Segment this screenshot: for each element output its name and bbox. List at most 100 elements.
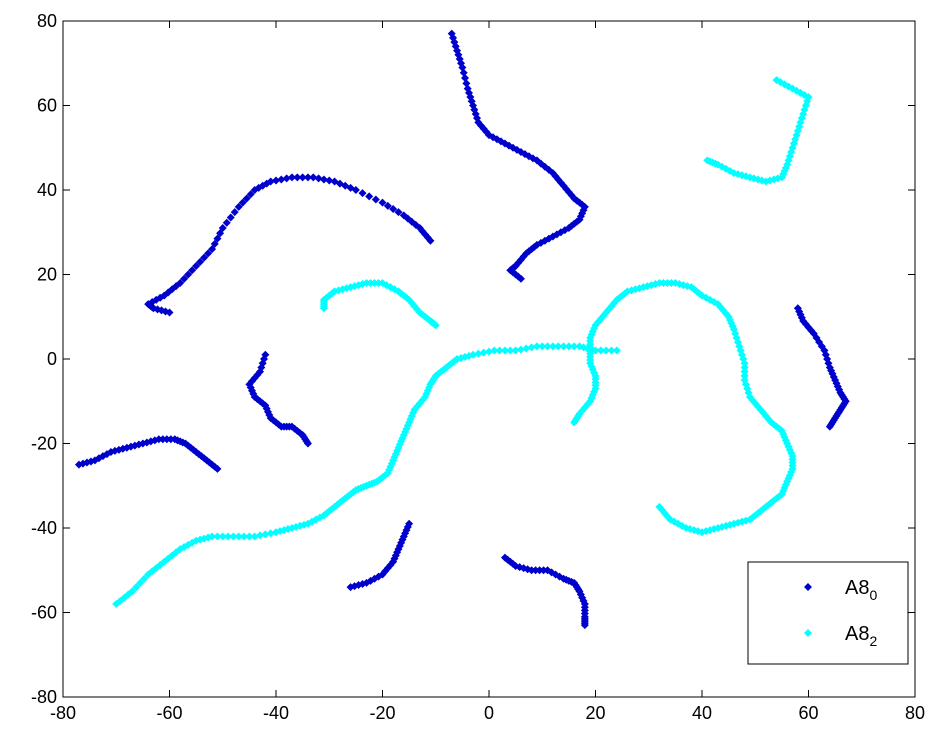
data-point (184, 270, 193, 279)
data-point (213, 532, 222, 541)
data-point (208, 245, 217, 254)
data-point (224, 532, 233, 541)
data-point (192, 262, 201, 271)
data-point (703, 156, 712, 165)
data-point (218, 532, 227, 541)
plot-area (74, 29, 850, 630)
data-point (554, 342, 563, 351)
data-point (602, 346, 611, 355)
data-point (240, 532, 249, 541)
series-0-curve-6 (793, 304, 850, 431)
series-1-curve-2 (112, 342, 621, 609)
data-point (287, 173, 296, 182)
series-0-curve-0 (144, 173, 435, 317)
data-point (485, 347, 493, 356)
y-tick-label: 40 (37, 180, 57, 200)
y-tick-label: 20 (37, 265, 57, 285)
data-point (136, 578, 145, 587)
legend-label-a8-0-subscript: 0 (869, 587, 877, 603)
data-point (516, 274, 525, 283)
data-point (222, 218, 231, 227)
y-tick-label: -20 (31, 434, 57, 454)
data-point (825, 422, 834, 431)
data-point (204, 249, 213, 258)
data-point (612, 346, 621, 355)
data-point (293, 173, 302, 182)
legend-label-a8-2: A82 (845, 623, 877, 649)
data-point (378, 198, 387, 207)
data-point (522, 344, 531, 353)
series-1-curve-1 (319, 278, 440, 330)
data-point (477, 121, 486, 130)
data-point (234, 202, 243, 211)
data-point (506, 346, 515, 355)
data-point (559, 342, 568, 351)
data-point (570, 342, 579, 351)
y-tick-label: -60 (31, 603, 57, 623)
data-point (261, 530, 270, 539)
data-point (309, 173, 318, 182)
legend-label-a8-2-subscript: 2 (869, 633, 877, 649)
data-point (298, 173, 307, 182)
data-point (469, 350, 478, 359)
data-point (234, 532, 243, 541)
data-point (230, 208, 239, 217)
data-point (389, 205, 398, 214)
series-0-curve-5 (500, 553, 589, 630)
data-point (266, 529, 275, 538)
data-point (213, 464, 222, 473)
data-point (564, 342, 573, 351)
data-point (740, 359, 749, 368)
x-tick-label: -80 (50, 703, 76, 723)
data-point (282, 174, 291, 183)
data-point (538, 342, 547, 351)
series-0-curve-3 (74, 435, 222, 473)
data-point (580, 621, 589, 630)
x-tick-label: -60 (156, 703, 182, 723)
data-point (394, 208, 403, 217)
data-point (250, 393, 259, 402)
series-0 (74, 29, 850, 630)
data-point (596, 346, 605, 355)
data-point (238, 198, 247, 207)
data-point (272, 176, 280, 185)
series-0-curve-2 (245, 350, 312, 448)
x-tick-label: -20 (369, 703, 395, 723)
data-point (322, 509, 331, 518)
data-point (371, 195, 380, 204)
x-tick-label: 40 (692, 703, 712, 723)
data-point (180, 274, 189, 283)
data-point (246, 190, 255, 199)
data-point (140, 574, 149, 583)
axis-ticks: -80 -60 -40 -20 0 20 40 60 80-80-60-40-200204060… (31, 11, 925, 723)
data-point (188, 266, 197, 275)
series-1-curve-3 (570, 278, 797, 537)
y-tick-label: 0 (47, 349, 57, 369)
legend-marker-a8-2 (804, 629, 812, 637)
data-point (660, 509, 669, 518)
data-point (527, 343, 536, 352)
legend-label-a8-2-base: A8 (845, 623, 869, 645)
data-point (250, 532, 259, 541)
data-point (405, 519, 414, 528)
data-point (548, 342, 557, 351)
data-point (196, 257, 205, 266)
y-tick-label: -40 (31, 518, 57, 538)
data-point (516, 345, 525, 354)
x-tick-label: 80 (905, 703, 925, 723)
legend-box (747, 561, 909, 665)
data-point (358, 189, 367, 198)
data-point (303, 173, 312, 182)
x-tick-label: -40 (263, 703, 289, 723)
data-point (431, 321, 440, 330)
data-point (365, 192, 374, 201)
data-point (165, 308, 174, 317)
legend-label-a8-0: A80 (845, 577, 877, 603)
series-0-curve-1 (447, 29, 589, 283)
data-point (511, 346, 520, 355)
data-point (226, 213, 235, 222)
series-1 (112, 76, 813, 609)
data-point (319, 175, 328, 184)
data-point (208, 532, 217, 541)
data-point (250, 186, 259, 194)
